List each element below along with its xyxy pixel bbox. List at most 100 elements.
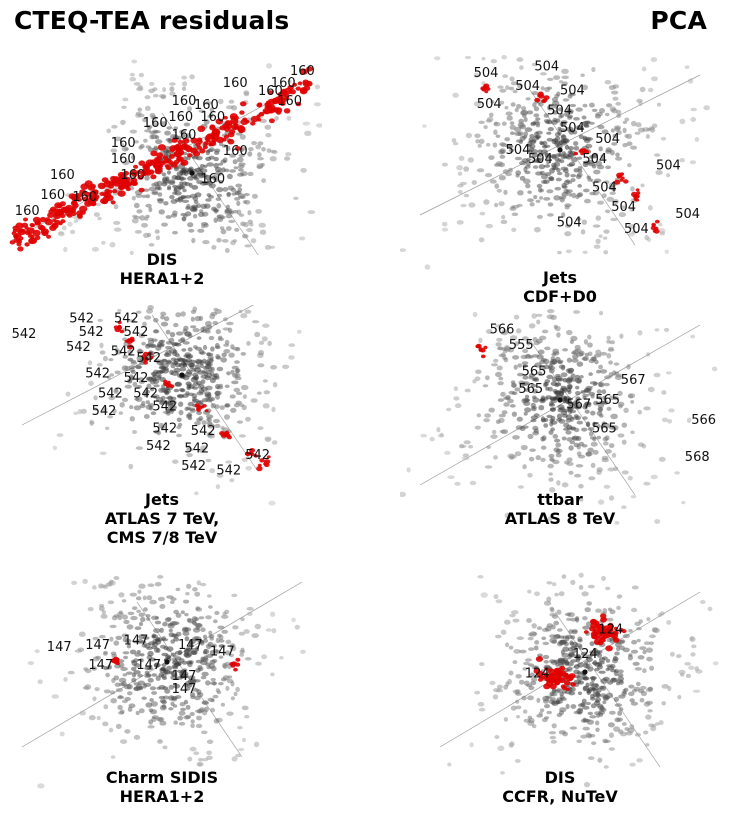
data-point <box>201 329 208 333</box>
data-point <box>162 87 167 93</box>
data-point <box>219 405 225 410</box>
data-point <box>172 230 178 235</box>
data-point <box>612 655 618 661</box>
data-point <box>576 739 582 743</box>
point-label: 565 <box>592 422 617 437</box>
data-point <box>244 714 250 719</box>
data-point <box>508 670 514 676</box>
data-point <box>502 356 508 360</box>
data-point <box>533 106 540 112</box>
data-point <box>581 591 589 597</box>
data-point <box>93 407 99 411</box>
data-point <box>153 384 160 388</box>
highlight-point <box>253 454 259 458</box>
data-point <box>157 575 164 579</box>
data-point <box>548 403 556 407</box>
data-point <box>243 193 250 197</box>
point-label: 160 <box>120 168 145 183</box>
highlight-point <box>117 324 122 328</box>
data-point <box>198 616 205 620</box>
data-point <box>228 99 235 104</box>
data-point <box>527 433 534 439</box>
data-point <box>664 249 669 255</box>
data-point <box>604 80 612 85</box>
data-point <box>108 395 116 401</box>
highlight-point <box>59 201 66 207</box>
data-point <box>563 422 570 428</box>
data-point <box>516 328 522 334</box>
data-point <box>87 607 94 612</box>
data-point <box>99 342 104 349</box>
data-point <box>615 101 622 106</box>
highlight-point <box>117 320 122 325</box>
data-point <box>226 371 231 376</box>
data-point <box>553 620 560 626</box>
data-point <box>159 94 167 98</box>
data-point <box>583 387 591 392</box>
data-point <box>552 110 559 115</box>
point-label: 542 <box>184 441 209 456</box>
data-point <box>619 645 625 651</box>
highlight-point <box>196 137 203 142</box>
data-point <box>133 82 141 86</box>
data-point <box>566 617 572 621</box>
data-point <box>596 688 602 693</box>
data-point <box>181 358 186 362</box>
highlight-point <box>56 208 64 216</box>
highlight-point <box>549 672 558 679</box>
data-point <box>515 689 521 695</box>
highlight-point <box>565 687 570 691</box>
point-label: 555 <box>509 338 534 353</box>
data-point <box>639 646 647 650</box>
data-point <box>591 356 597 361</box>
data-point <box>182 363 188 368</box>
data-point <box>534 226 541 233</box>
data-point <box>687 78 694 84</box>
data-point <box>128 463 134 470</box>
data-point <box>603 765 609 769</box>
data-point <box>478 120 485 125</box>
data-point <box>142 117 148 123</box>
data-point <box>536 319 541 325</box>
data-point <box>584 138 591 144</box>
data-point <box>549 421 554 427</box>
data-point <box>589 650 597 654</box>
data-point <box>530 402 536 408</box>
data-point <box>499 88 507 93</box>
data-point <box>540 72 547 76</box>
data-point <box>616 594 623 599</box>
data-point <box>498 376 504 381</box>
data-point <box>597 499 605 505</box>
highlight-point <box>235 657 241 662</box>
highlight-point <box>233 667 238 672</box>
data-point <box>514 341 520 347</box>
data-point <box>447 762 452 767</box>
data-point <box>226 192 232 196</box>
data-point <box>582 250 588 254</box>
data-point <box>640 183 645 188</box>
data-point <box>195 646 200 652</box>
point-label: 542 <box>216 463 241 478</box>
data-point <box>495 634 502 639</box>
data-point <box>615 156 623 161</box>
data-point <box>248 147 254 152</box>
data-point <box>156 375 161 381</box>
data-point <box>214 610 220 616</box>
data-point <box>532 388 538 394</box>
data-point <box>212 681 217 686</box>
data-point <box>172 210 178 216</box>
data-point <box>613 362 620 366</box>
data-point <box>230 407 237 413</box>
highlight-point <box>41 230 49 237</box>
data-point <box>200 582 207 587</box>
data-point <box>612 84 620 89</box>
data-point <box>490 59 497 64</box>
data-point <box>590 703 597 709</box>
data-point <box>597 200 604 205</box>
data-point <box>593 169 601 175</box>
data-point <box>285 152 292 157</box>
data-point <box>501 410 508 415</box>
data-point <box>590 441 598 447</box>
data-point <box>254 331 261 338</box>
